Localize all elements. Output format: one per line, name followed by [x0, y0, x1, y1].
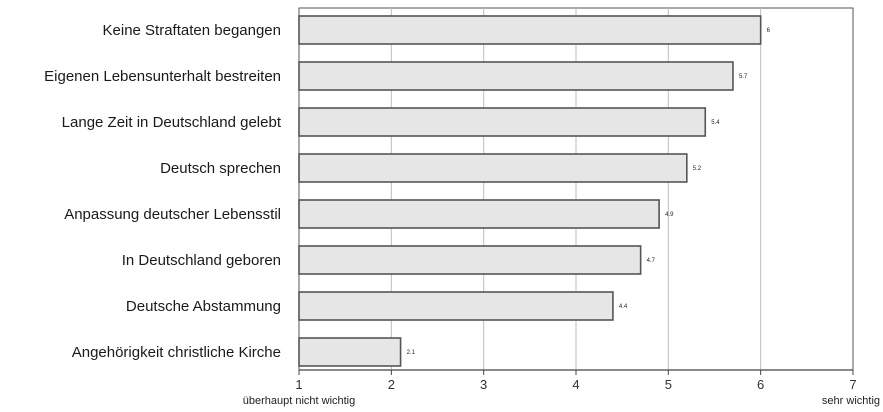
value-label-3: 5.4 — [711, 120, 720, 126]
x-tick-label-5: 5 — [665, 377, 672, 392]
x-tick-label-1: 1 — [295, 377, 302, 392]
bars — [298, 15, 762, 367]
category-label-4: Deutsch sprechen — [160, 160, 281, 177]
value-label-4: 5.2 — [693, 166, 702, 172]
value-label-7: 4.4 — [619, 304, 628, 310]
x-tick-label-3: 3 — [480, 377, 487, 392]
x-tick-label-2: 2 — [388, 377, 395, 392]
x-tick-label-6: 6 — [757, 377, 764, 392]
x-tick-label-4: 4 — [572, 377, 579, 392]
x-tick-label-7: 7 — [849, 377, 856, 392]
bar-3 — [298, 107, 707, 137]
bar-1 — [298, 15, 762, 45]
value-label-1: 6 — [767, 28, 771, 34]
category-labels: Keine Straftaten begangen Eigenen Lebensu… — [44, 22, 282, 361]
bar-7 — [298, 291, 614, 321]
x-axis-min-label: überhaupt nicht wichtig — [243, 395, 356, 407]
category-label-6: In Deutschland geboren — [122, 252, 281, 269]
bar-5 — [298, 199, 660, 229]
category-label-8: Angehörigkeit christliche Kirche — [72, 344, 281, 361]
category-label-2: Eigenen Lebensunterhalt bestreiten — [44, 68, 281, 85]
x-axis: 1 2 3 4 5 6 7 — [295, 369, 857, 392]
bar-6 — [298, 245, 642, 275]
bar-8 — [298, 337, 402, 367]
category-label-3: Lange Zeit in Deutschland gelebt — [62, 114, 282, 131]
value-label-6: 4.7 — [647, 258, 656, 264]
bar-2 — [298, 61, 734, 91]
value-label-2: 5.7 — [739, 74, 748, 80]
value-labels: 6 5.7 5.4 5.2 4.9 4.7 4.4 2.1 — [407, 28, 771, 356]
value-label-8: 2.1 — [407, 350, 416, 356]
value-label-5: 4.9 — [665, 212, 674, 218]
category-label-7: Deutsche Abstammung — [126, 298, 281, 315]
bar-4 — [298, 153, 688, 183]
category-label-5: Anpassung deutscher Lebensstil — [64, 206, 281, 223]
x-axis-max-label: sehr wichtig — [822, 395, 880, 407]
category-label-1: Keine Straftaten begangen — [103, 22, 281, 39]
